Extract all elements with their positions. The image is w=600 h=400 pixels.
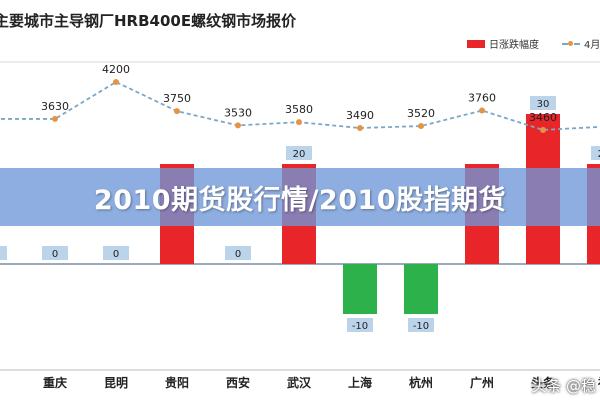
legend-item-bar: 日涨跌幅度 — [467, 36, 539, 51]
bar-label: 0 — [113, 249, 119, 260]
line-point — [540, 126, 546, 133]
legend-label-line: 4月 — [584, 40, 600, 51]
x-tick-label: 福 — [597, 375, 600, 390]
line-value-label: 3630 — [41, 100, 69, 113]
x-tick-label: 上海 — [348, 375, 372, 390]
bar-label-box — [591, 146, 600, 160]
line-value-label: 3580 — [285, 103, 313, 116]
banner-text: 2010期货股行情/2010股指期货 — [93, 184, 507, 216]
bar-label-box — [0, 246, 7, 260]
bar-label-box — [408, 318, 434, 332]
banner: 2010期货股行情/2010股指期货 — [0, 168, 600, 226]
x-tick-label: 杭州 — [409, 375, 433, 390]
bar-label-box — [286, 146, 312, 160]
x-tick-label: 武汉 — [287, 375, 312, 390]
x-tick-label: 昆明 — [104, 376, 128, 390]
watermark: 头条 @稳 — [531, 377, 596, 395]
line-point — [113, 79, 119, 85]
line-value-label: 4200 — [102, 63, 130, 76]
legend-item-line: 4月 — [562, 36, 600, 51]
line-value-label: 3530 — [224, 106, 252, 119]
bar-label: 20 — [293, 149, 306, 160]
line-value-label: 3760 — [468, 92, 496, 105]
x-tick-label: 贵阳 — [165, 375, 189, 390]
line-value-label: 3490 — [346, 109, 374, 122]
line-point — [235, 122, 241, 129]
bar-label: 0 — [235, 249, 241, 260]
x-tick-label: 广州 — [470, 375, 494, 390]
bar-label-box — [42, 246, 68, 260]
line-point — [479, 107, 485, 114]
line-point — [296, 119, 302, 126]
line-value-label: 3520 — [407, 107, 435, 120]
bar-label-box — [103, 246, 129, 260]
bar-label: -10 — [352, 321, 368, 332]
x-tick-label: 头条 — [531, 375, 556, 390]
legend-label-bar: 日涨跌幅度 — [489, 40, 539, 51]
x-tick-label: 西安 — [226, 375, 250, 390]
bar-label: 30 — [537, 99, 550, 110]
line-value-label: 3460 — [529, 111, 557, 124]
legend-swatch-bar — [467, 39, 485, 48]
bar-label: 0 — [52, 249, 58, 260]
bar-label: -10 — [413, 321, 429, 332]
bar-label-box — [347, 318, 373, 332]
legend-swatch-line — [562, 40, 580, 48]
line-point — [174, 108, 180, 115]
x-tick-label: 重庆 — [43, 375, 67, 390]
chart-title: 主要城市主导钢厂HRB400E螺纹钢市场报价 — [0, 12, 297, 30]
bar-label: 20 — [598, 149, 600, 160]
line-point — [357, 125, 363, 131]
bar-label-box — [530, 96, 556, 110]
bar-label-box — [225, 246, 251, 260]
line-value-label: 3750 — [163, 92, 191, 105]
bar — [343, 264, 377, 314]
line-point — [418, 123, 424, 130]
bar — [404, 264, 438, 314]
line-point — [52, 115, 58, 122]
